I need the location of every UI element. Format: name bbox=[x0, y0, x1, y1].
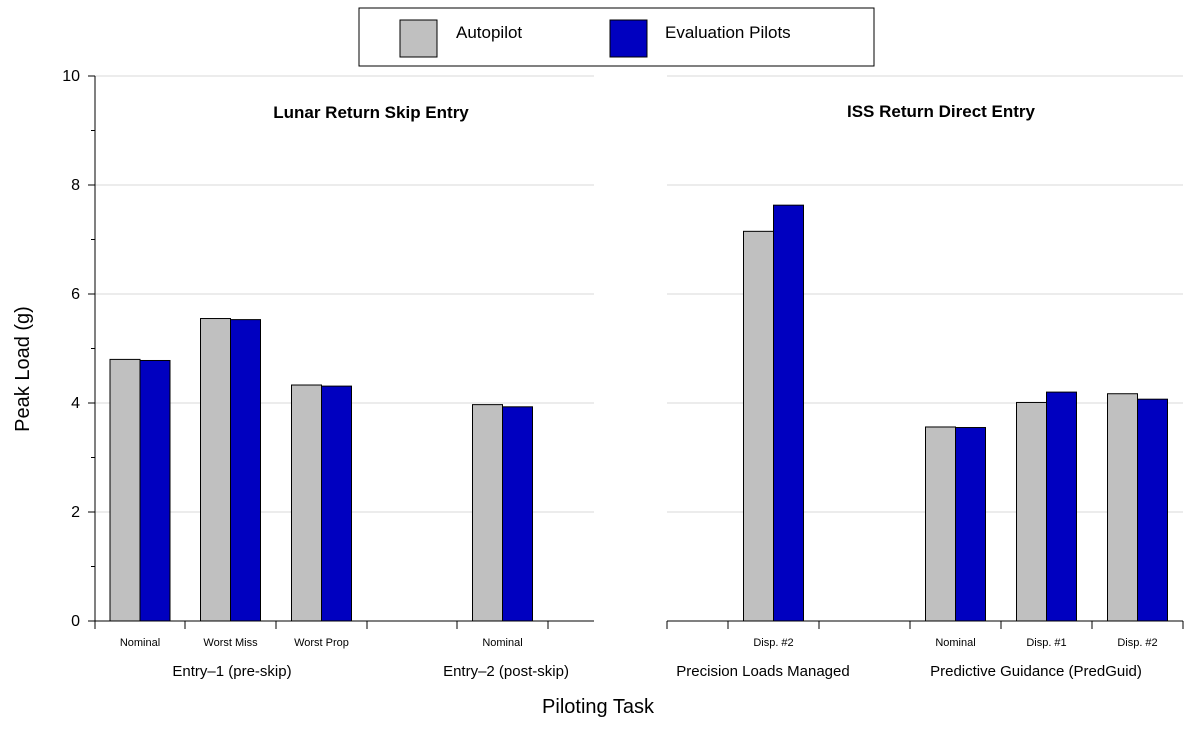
y-tick-label: 8 bbox=[71, 177, 80, 194]
bar-autopilot-iss-return-direct-entry-disp-2 bbox=[1107, 393, 1138, 622]
y-tick-label: 10 bbox=[62, 68, 80, 85]
category-label: Disp. #1 bbox=[1026, 637, 1066, 649]
bar-evaluation-pilots-lunar-return-skip-entry-nominal bbox=[139, 359, 171, 622]
x-axis-label: Piloting Task bbox=[542, 696, 655, 718]
bar-autopilot-lunar-return-skip-entry-nominal bbox=[472, 404, 503, 622]
legend-label-evaluation-pilots: Evaluation Pilots bbox=[665, 23, 791, 42]
group-label: Precision Loads Managed bbox=[676, 663, 849, 680]
category-label: Worst Miss bbox=[203, 637, 258, 649]
y-tick-label: 0 bbox=[71, 613, 80, 630]
group-label: Entry–2 (post-skip) bbox=[443, 663, 569, 680]
bar-evaluation-pilots-lunar-return-skip-entry-worst-prop bbox=[321, 385, 352, 622]
bar-autopilot-iss-return-direct-entry-disp-1 bbox=[1016, 401, 1047, 622]
bar-autopilot-iss-return-direct-entry-nominal bbox=[925, 426, 956, 622]
legend-swatch-autopilot bbox=[399, 19, 438, 58]
bar-evaluation-pilots-lunar-return-skip-entry-worst-miss bbox=[230, 319, 261, 622]
group-label: Predictive Guidance (PredGuid) bbox=[930, 663, 1142, 680]
category-label: Nominal bbox=[935, 637, 975, 649]
bar-evaluation-pilots-iss-return-direct-entry-disp-2 bbox=[773, 204, 804, 622]
y-ticks: 0 2 4 6 8 10 bbox=[62, 68, 95, 630]
legend: Autopilot Evaluation Pilots bbox=[358, 7, 875, 67]
category-label: Nominal bbox=[120, 637, 160, 649]
y-tick-label: 6 bbox=[71, 286, 80, 303]
bar-autopilot-lunar-return-skip-entry-worst-miss bbox=[200, 318, 231, 622]
group-label: Entry–1 (pre-skip) bbox=[172, 663, 291, 680]
category-label: Disp. #2 bbox=[753, 637, 793, 649]
x-labels: Nominal Worst Miss Worst Prop Entry–1 (pre-… bbox=[94, 621, 1184, 680]
bar-evaluation-pilots-iss-return-direct-entry-nominal bbox=[955, 427, 986, 622]
bar-evaluation-pilots-iss-return-direct-entry-disp-1 bbox=[1046, 391, 1077, 622]
bar-evaluation-pilots-lunar-return-skip-entry-nominal bbox=[502, 406, 533, 622]
panel-title-iss: ISS Return Direct Entry bbox=[847, 102, 1036, 121]
y-tick-label: 2 bbox=[71, 504, 80, 521]
y-axis-label: Peak Load (g) bbox=[12, 306, 34, 432]
bar-autopilot-lunar-return-skip-entry-worst-prop bbox=[291, 384, 322, 622]
y-tick-label: 4 bbox=[71, 395, 80, 412]
legend-label-autopilot: Autopilot bbox=[456, 23, 522, 42]
category-label: Nominal bbox=[482, 637, 522, 649]
bar-autopilot-iss-return-direct-entry-disp-2 bbox=[743, 230, 774, 622]
panel-title-lunar: Lunar Return Skip Entry bbox=[273, 103, 469, 122]
bar-autopilot-lunar-return-skip-entry-nominal bbox=[109, 358, 141, 622]
bars bbox=[109, 204, 1168, 622]
category-label: Worst Prop bbox=[294, 637, 349, 649]
category-label: Disp. #2 bbox=[1117, 637, 1157, 649]
legend-swatch-evaluation-pilots bbox=[609, 19, 648, 58]
bar-evaluation-pilots-iss-return-direct-entry-disp-2 bbox=[1137, 398, 1168, 622]
